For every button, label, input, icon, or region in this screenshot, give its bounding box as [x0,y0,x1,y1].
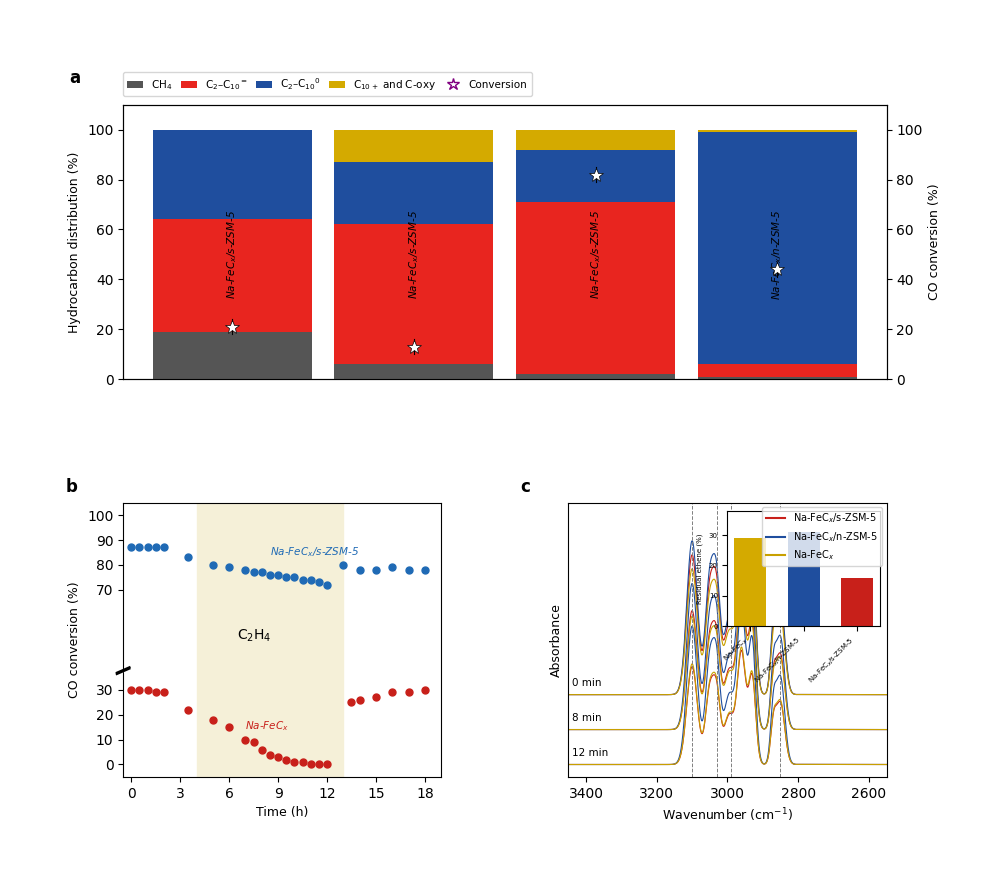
Bar [335,130,493,162]
Bar [516,149,675,202]
Point [270,568,286,582]
Text: 12 min: 12 min [572,748,608,758]
Point [254,743,270,757]
Point [270,750,286,764]
Point [254,566,270,580]
Text: 0 min: 0 min [572,677,602,688]
Point [401,685,417,699]
Point [237,732,253,746]
Text: C$_2$H$_4$: C$_2$H$_4$ [237,628,272,644]
Point [287,755,302,769]
Point [123,683,139,697]
Point [156,540,171,554]
Point [295,573,310,587]
Legend: CH$_4$, C$_2$–C$_{10}$$^=$, C$_2$–C$_{10}$$^0$, C$_{10+}$ and C-oxy, Conversion: CH$_4$, C$_2$–C$_{10}$$^=$, C$_2$–C$_{10… [123,72,532,96]
Text: c: c [521,478,531,496]
Point [180,703,196,717]
Bar [197,503,344,777]
Y-axis label: CO conversion (%): CO conversion (%) [928,183,941,300]
Point [417,683,432,697]
Point [336,558,352,572]
Point [245,735,261,749]
Point [302,758,318,772]
Point [384,560,400,574]
Y-axis label: CO conversion (%): CO conversion (%) [69,581,82,698]
Bar [698,132,857,364]
Point [123,540,139,554]
Bar [335,162,493,224]
Point [311,758,327,772]
Point [344,695,360,709]
Point [319,578,335,592]
Bar [516,202,675,375]
Text: Na-FeC$_x$/s-ZSM-5: Na-FeC$_x$/s-ZSM-5 [407,210,421,299]
Bar [516,375,675,379]
Point [417,563,432,577]
Point [132,683,148,697]
Legend: Na-FeC$_x$/s-ZSM-5, Na-FeC$_x$/n-ZSM-5, Na-FeC$_x$: Na-FeC$_x$/s-ZSM-5, Na-FeC$_x$/n-ZSM-5, … [761,507,882,567]
Point [302,573,318,587]
Point [237,563,253,577]
Text: Na-FeC$_x$/s-ZSM-5: Na-FeC$_x$/s-ZSM-5 [270,545,360,559]
Point [368,691,384,705]
Point [352,692,367,706]
Text: Na-FeC$_x$/s-ZSM-5: Na-FeC$_x$/s-ZSM-5 [226,210,239,299]
Bar [698,376,857,379]
Point [279,570,295,584]
Point [245,566,261,580]
Point [262,568,278,582]
Point [222,560,237,574]
Text: Na-FeC$_x$: Na-FeC$_x$ [245,719,290,733]
Text: Na-FeC$_x$/s-ZSM-5: Na-FeC$_x$/s-ZSM-5 [589,210,603,299]
Bar [335,224,493,364]
Bar [698,364,857,376]
Point [352,563,367,577]
Point [132,540,148,554]
Bar [516,130,675,149]
Bar [335,364,493,379]
Point [205,712,221,726]
Point [156,685,171,699]
Point [140,683,156,697]
Point [401,563,417,577]
Point [295,755,310,769]
Point [384,685,400,699]
Point [319,758,335,772]
Y-axis label: Hydrocarbon distribution (%): Hydrocarbon distribution (%) [69,151,82,333]
Point [222,720,237,734]
Y-axis label: Absorbance: Absorbance [550,603,562,677]
Text: a: a [70,69,81,86]
X-axis label: Time (h): Time (h) [256,807,308,819]
Point [311,575,327,589]
Text: Na-FeC$_x$/n-ZSM-5: Na-FeC$_x$/n-ZSM-5 [770,210,784,299]
Text: 8 min: 8 min [572,713,602,723]
Point [279,753,295,766]
Point [368,563,384,577]
Bar [698,130,857,132]
Point [287,570,302,584]
Point [148,540,164,554]
Bar [153,332,311,379]
Point [148,685,164,699]
Point [205,558,221,572]
Point [140,540,156,554]
Bar [153,130,311,219]
Text: b: b [66,478,78,496]
Point [180,551,196,565]
Point [262,747,278,761]
X-axis label: Wavenumber (cm$^{-1}$): Wavenumber (cm$^{-1}$) [662,807,793,824]
Bar [153,219,311,332]
